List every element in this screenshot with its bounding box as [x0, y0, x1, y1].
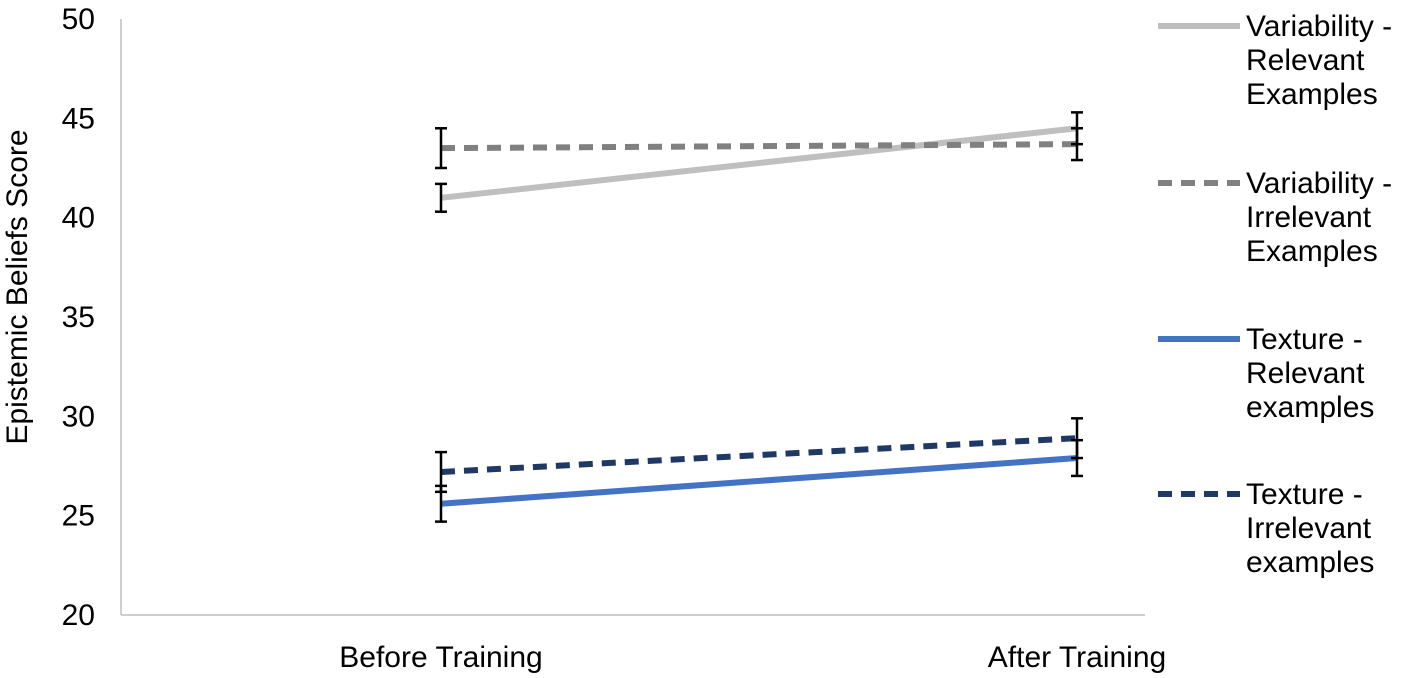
series-line: [440, 435, 1078, 475]
legend-label: Relevant: [1246, 357, 1365, 390]
legend-label: Variability -: [1246, 167, 1392, 200]
y-tick-label: 25: [62, 500, 95, 533]
legend-label: Examples: [1246, 78, 1378, 111]
series-line: [440, 141, 1078, 152]
legend-label: Texture -: [1246, 478, 1363, 511]
x-category-label: After Training: [988, 641, 1166, 674]
legend: Variability -RelevantExamplesVariability…: [1158, 10, 1392, 579]
error-bar: [1071, 127, 1083, 162]
y-tick-label: 20: [62, 599, 95, 632]
legend-label: examples: [1246, 546, 1374, 579]
y-axis-title: Epistemic Beliefs Score: [1, 129, 34, 444]
x-category-label: Before Training: [339, 641, 542, 674]
y-tick-label: 30: [62, 400, 95, 433]
y-tick-label: 35: [62, 301, 95, 334]
legend-label: Relevant: [1246, 44, 1365, 77]
y-tick-label: 45: [62, 102, 95, 135]
y-tick-label: 50: [62, 3, 95, 36]
series-line: [440, 455, 1078, 507]
legend-label: Irrelevant: [1246, 512, 1372, 545]
legend-label: Texture -: [1246, 323, 1363, 356]
legend-label: Irrelevant: [1246, 201, 1372, 234]
error-bar: [435, 182, 447, 213]
error-bar: [435, 127, 447, 170]
error-bar: [1071, 417, 1083, 460]
legend-label: Examples: [1246, 235, 1378, 268]
y-tick-label: 40: [62, 202, 95, 235]
legend-label: examples: [1246, 391, 1374, 424]
axes: 20 25 30 35 40 45 50 Before Training After Train…: [1, 3, 1166, 674]
series-line: [440, 125, 1078, 201]
series-layer: [435, 111, 1083, 523]
error-bar: [435, 450, 447, 494]
legend-label: Variability -: [1246, 10, 1392, 43]
